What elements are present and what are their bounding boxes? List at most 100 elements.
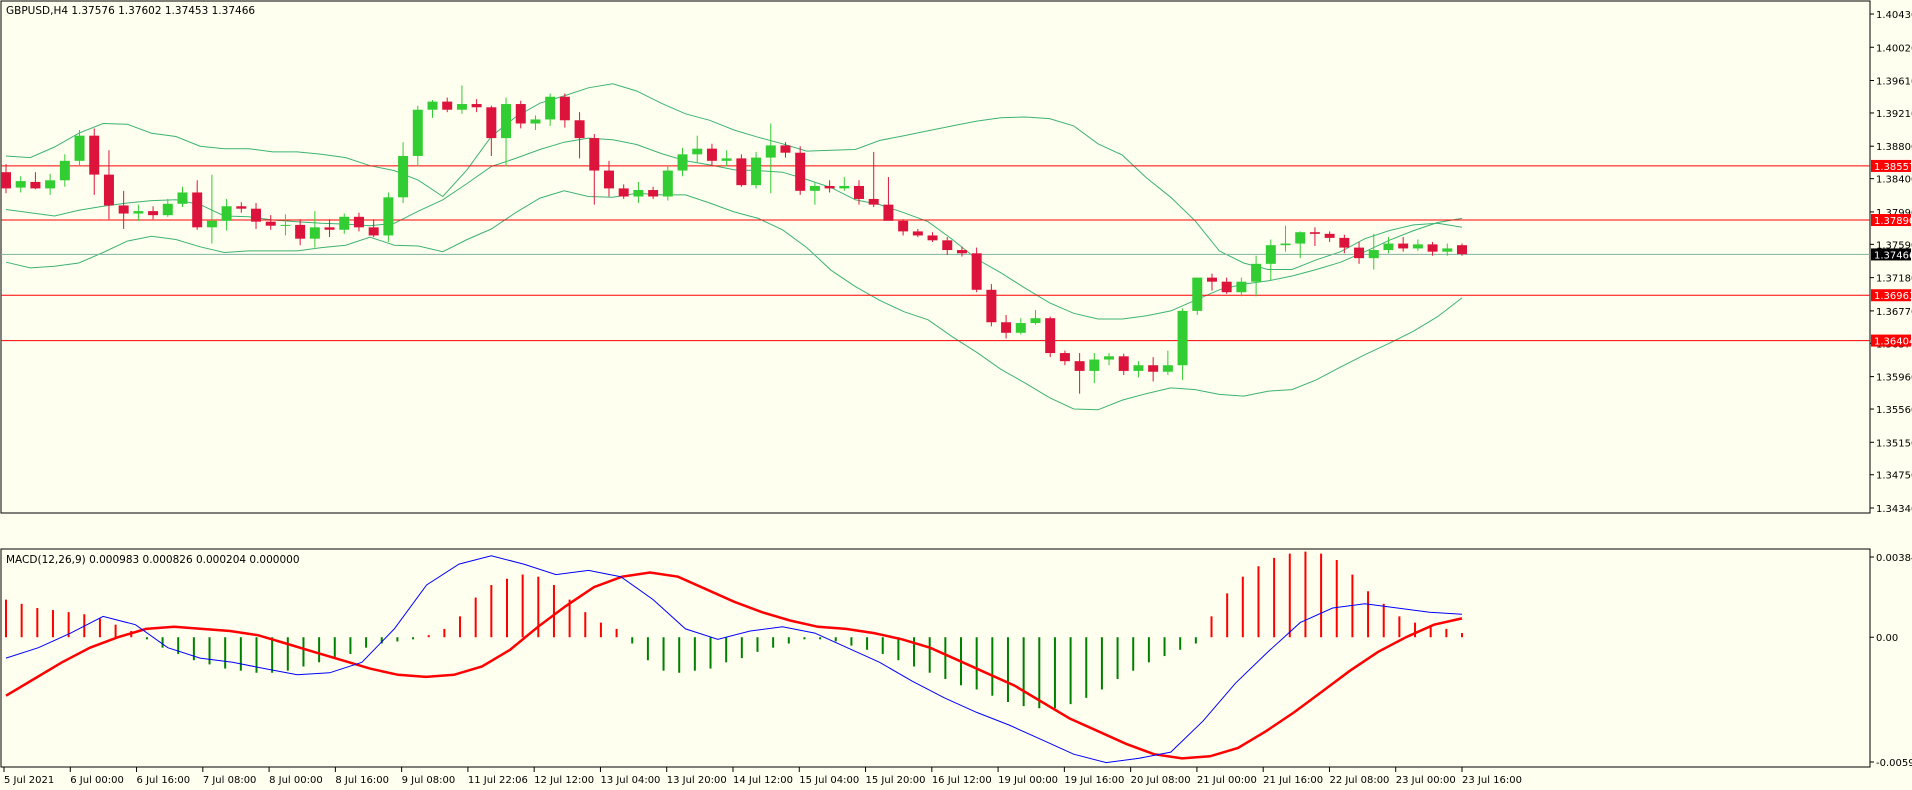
candle	[1162, 350, 1173, 375]
candle	[1177, 308, 1188, 380]
candle	[971, 247, 982, 293]
candle-body	[442, 101, 453, 110]
candle-body	[530, 119, 541, 124]
candle	[486, 105, 497, 156]
candle	[324, 219, 335, 238]
macd-axis: 0.003841 0.00 -0.005972	[1870, 553, 1912, 769]
candle	[1089, 353, 1100, 384]
candle-body	[162, 203, 173, 216]
level-tag-label: 1.36963	[1874, 291, 1912, 302]
candle-body	[809, 185, 820, 191]
candle	[618, 184, 629, 199]
candle	[206, 174, 217, 244]
candle	[1368, 233, 1379, 270]
candle-body	[1074, 361, 1085, 371]
time-tick-label: 14 Jul 12:00	[733, 775, 793, 786]
candle	[795, 146, 806, 195]
candle	[574, 112, 585, 159]
macd-main-line	[5, 555, 1463, 764]
candle	[353, 212, 364, 232]
candle-body	[368, 227, 379, 236]
candle-body	[692, 148, 703, 155]
candle-body	[1104, 356, 1115, 360]
candle-body	[1206, 277, 1217, 282]
candle-body	[501, 104, 512, 139]
price-panel-header: GBPUSD,H4 1.37576 1.37602 1.37453 1.3746…	[6, 5, 255, 17]
candle-body	[89, 135, 100, 175]
candle	[839, 177, 850, 191]
candle	[1015, 318, 1026, 335]
candle-body	[589, 138, 600, 171]
candle-body	[1456, 245, 1468, 255]
candle-body	[736, 158, 747, 186]
time-tick-label: 7 Jul 08:00	[203, 775, 257, 786]
candle-body	[221, 206, 232, 221]
time-tick-label: 15 Jul 20:00	[866, 775, 926, 786]
candle	[0, 164, 12, 194]
price-tick-label: 1.36770	[1876, 307, 1912, 318]
candle	[559, 93, 570, 128]
candle	[956, 246, 967, 257]
candle	[883, 177, 894, 221]
candle	[221, 198, 232, 231]
candle	[74, 129, 85, 167]
candle-body	[515, 104, 526, 124]
level-tag-bg	[1871, 289, 1911, 302]
candle-body	[192, 192, 203, 228]
price-tick-label: 1.38800	[1876, 142, 1912, 153]
candle-body	[677, 154, 688, 171]
candle	[295, 219, 306, 246]
candle	[118, 190, 129, 229]
candle	[1280, 225, 1291, 252]
candle-body	[1368, 250, 1379, 259]
candle-body	[1089, 359, 1100, 371]
candle-body	[868, 198, 879, 205]
candle-body	[633, 190, 644, 197]
candle	[398, 142, 409, 204]
price-tick-label: 1.37990	[1876, 208, 1912, 219]
candle-body	[456, 104, 467, 110]
candle	[854, 180, 865, 205]
candle-body	[148, 211, 159, 216]
candle	[736, 154, 747, 187]
candle	[1074, 353, 1085, 394]
time-tick-label: 11 Jul 22:06	[468, 775, 528, 786]
macd-tick-label: 0.003841	[1876, 553, 1912, 564]
candle	[1059, 350, 1070, 366]
current-price-tag-label: 1.37466	[1874, 250, 1912, 261]
candle-body	[898, 220, 909, 232]
time-tick-label: 5 Jul 2021	[4, 775, 54, 786]
candle	[251, 203, 262, 229]
candle-body	[59, 160, 70, 181]
candle-body	[383, 197, 394, 236]
bollinger-upper	[5, 83, 1463, 270]
time-tick-label: 12 Jul 12:00	[534, 775, 594, 786]
candle-body	[0, 172, 12, 189]
candle-body	[1030, 318, 1041, 324]
candle-body	[45, 180, 56, 189]
time-axis: 5 Jul 2021 6 Jul 00:00 6 Jul 16:00 7 Jul 08…	[3, 767, 1522, 786]
candle	[471, 99, 482, 113]
level-tag-label: 1.36404	[1874, 337, 1912, 348]
time-tick-label: 6 Jul 16:00	[137, 775, 191, 786]
candle-body	[1192, 277, 1203, 311]
level-tag: 1.37890	[1871, 214, 1912, 227]
candle-body	[942, 240, 953, 251]
current-price-tag-bg	[1871, 248, 1911, 261]
candle-body	[1221, 281, 1232, 293]
candle-body	[1339, 237, 1350, 248]
time-tick-label: 16 Jul 12:00	[932, 775, 992, 786]
price-tick-label: 1.35560	[1876, 405, 1912, 416]
candle	[927, 232, 938, 242]
candle	[192, 180, 203, 230]
candle	[648, 186, 659, 199]
candle	[30, 172, 41, 190]
candle-body	[1059, 353, 1070, 362]
candle	[59, 154, 70, 187]
candle-body	[1133, 365, 1144, 371]
candle-body	[398, 155, 409, 198]
candle	[177, 186, 188, 208]
macd-panel-frame	[0, 548, 1871, 768]
candle	[309, 211, 320, 248]
candle	[1001, 314, 1012, 339]
